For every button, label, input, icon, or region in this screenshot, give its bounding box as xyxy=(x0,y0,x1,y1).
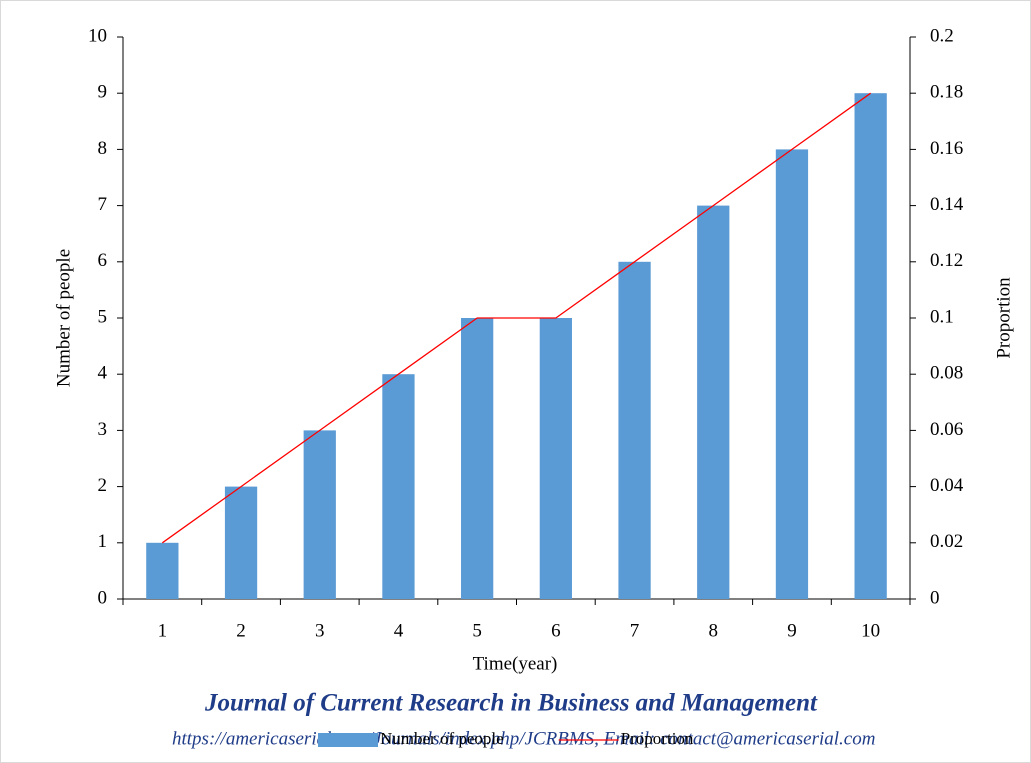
x-tick-label: 3 xyxy=(315,620,325,641)
x-tick-label: 10 xyxy=(861,620,880,641)
x-tick-label: 9 xyxy=(787,620,797,641)
bar xyxy=(382,374,415,599)
x-tick-label: 5 xyxy=(472,620,482,641)
bar xyxy=(697,205,730,599)
y-tick-label: 4 xyxy=(98,363,108,384)
y-tick-label: 2 xyxy=(98,475,108,496)
line xyxy=(161,92,872,544)
x-tick-label: 4 xyxy=(394,620,404,641)
bar xyxy=(854,93,887,599)
y-axis-label: Number of people xyxy=(53,249,74,387)
y2-tick-label: 0.04 xyxy=(930,475,964,496)
y-tick-label: 5 xyxy=(98,306,108,327)
bar xyxy=(461,318,494,599)
y-tick-label: 7 xyxy=(98,194,108,215)
x-tick-label: 8 xyxy=(709,620,719,641)
x-tick-label: 6 xyxy=(551,620,561,641)
journal-title: Journal of Current Research in Business … xyxy=(204,690,818,717)
legend-swatch xyxy=(318,733,378,747)
y2-tick-label: 0 xyxy=(930,587,940,608)
y2-tick-label: 0.08 xyxy=(930,363,963,384)
bar xyxy=(618,261,651,599)
x-axis-label: Time(year) xyxy=(473,653,558,674)
x-tick-label: 7 xyxy=(630,620,640,641)
bar xyxy=(303,430,336,599)
x-tick-label: 2 xyxy=(236,620,246,641)
bar xyxy=(539,318,572,599)
y2-tick-label: 0.16 xyxy=(930,138,963,159)
y-tick-label: 1 xyxy=(98,531,108,552)
bar xyxy=(146,542,179,599)
y2-tick-label: 0.2 xyxy=(930,25,954,46)
y2-tick-label: 0.14 xyxy=(930,194,964,215)
y-tick-label: 10 xyxy=(88,25,107,46)
x-tick-label: 1 xyxy=(158,620,168,641)
legend-label: Number of people xyxy=(380,729,504,748)
bar xyxy=(224,486,258,599)
bar xyxy=(775,149,809,599)
y2-tick-label: 0.02 xyxy=(930,531,963,552)
y-tick-label: 6 xyxy=(98,250,108,271)
y2-axis-label: Proportion xyxy=(993,277,1014,359)
legend-label: Proportion xyxy=(621,729,694,748)
y-tick-label: 9 xyxy=(98,82,108,103)
y2-tick-label: 0.1 xyxy=(930,306,954,327)
y-tick-label: 3 xyxy=(98,419,108,440)
journal-url: https://americaserial.com/Journals/index… xyxy=(172,728,875,749)
y-tick-label: 8 xyxy=(98,138,108,159)
y2-tick-label: 0.18 xyxy=(930,82,963,103)
y-tick-label: 0 xyxy=(98,587,108,608)
y2-tick-label: 0.12 xyxy=(930,250,963,271)
y2-tick-label: 0.06 xyxy=(930,419,963,440)
